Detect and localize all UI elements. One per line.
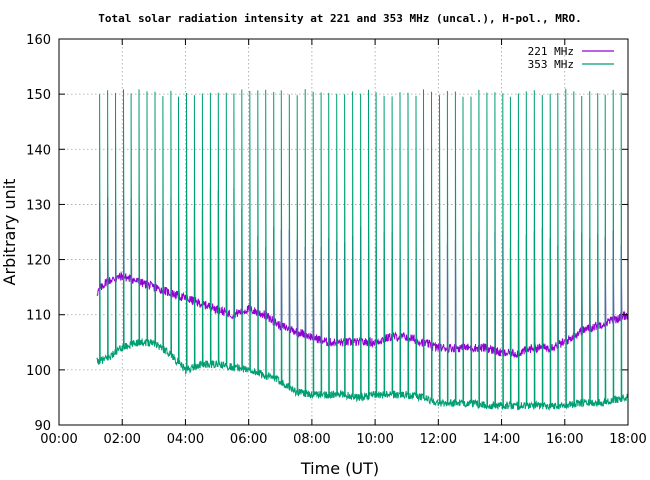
legend: 221 MHz 353 MHz — [528, 45, 614, 71]
y-tick-label: 160 — [26, 33, 51, 48]
x-tick-label: 06:00 — [230, 432, 267, 447]
ticks — [58, 38, 629, 426]
x-tick-label: 02:00 — [103, 432, 140, 447]
x-tick-label: 00:00 — [40, 432, 77, 447]
x-tick-label: 12:00 — [420, 432, 457, 447]
x-tick-label: 10:00 — [356, 432, 393, 447]
y-tick-label: 150 — [26, 88, 51, 103]
x-tick-label: 16:00 — [546, 432, 583, 447]
grid — [59, 39, 628, 425]
x-axis-label: Time (UT) — [300, 459, 379, 478]
y-tick-label: 130 — [26, 198, 51, 213]
y-tick-label: 110 — [26, 309, 51, 324]
x-tick-label: 08:00 — [293, 432, 330, 447]
tick-labels: 00:00 02:00 04:00 06:00 08:00 10:00 12:00 14:00… — [26, 33, 647, 447]
series-layer — [96, 88, 629, 411]
x-tick-label: 18:00 — [609, 432, 646, 447]
y-tick-label: 100 — [26, 364, 51, 379]
plot-frame — [58, 38, 629, 426]
y-axis-label: Arbitrary unit — [0, 179, 19, 286]
x-tick-label: 04:00 — [167, 432, 204, 447]
y-tick-label: 140 — [26, 143, 51, 158]
series-353-mhz-line — [96, 88, 629, 411]
series-221-mhz-line — [96, 187, 629, 359]
chart-title: Total solar radiation intensity at 221 a… — [98, 12, 581, 25]
legend-label-221: 221 MHz — [528, 45, 574, 58]
y-tick-label: 120 — [26, 254, 51, 269]
legend-label-353: 353 MHz — [528, 58, 574, 71]
y-tick-label: 90 — [34, 419, 51, 434]
x-tick-label: 14:00 — [483, 432, 520, 447]
